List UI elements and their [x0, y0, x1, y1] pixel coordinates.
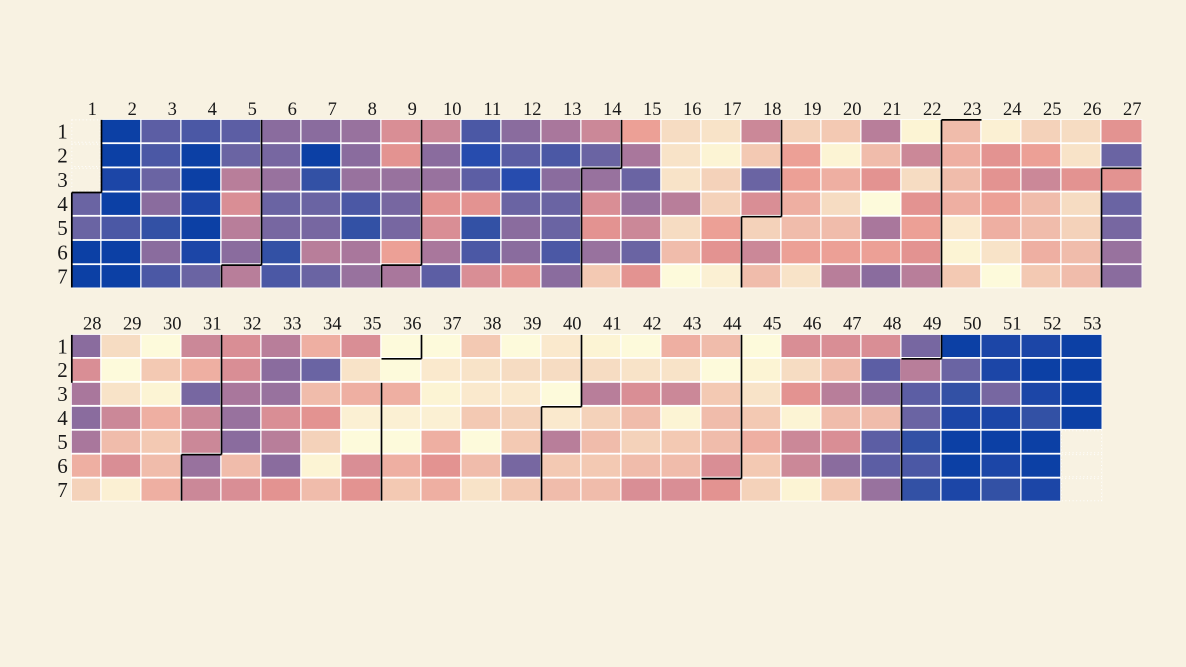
svg-text:53: 53	[1083, 315, 1102, 335]
svg-text:5: 5	[57, 430, 68, 454]
svg-text:8: 8	[368, 100, 377, 120]
svg-text:46: 46	[803, 315, 822, 335]
svg-text:15: 15	[643, 100, 662, 120]
svg-text:47: 47	[843, 315, 862, 335]
svg-text:9: 9	[408, 100, 417, 120]
svg-text:49: 49	[923, 315, 942, 335]
svg-text:43: 43	[683, 315, 702, 335]
svg-text:7: 7	[328, 100, 337, 120]
svg-text:13: 13	[563, 100, 582, 120]
svg-text:18: 18	[763, 100, 782, 120]
svg-text:1: 1	[57, 119, 68, 143]
svg-text:4: 4	[57, 406, 68, 430]
svg-text:4: 4	[57, 192, 68, 216]
svg-text:22: 22	[923, 100, 942, 120]
svg-text:7: 7	[57, 478, 68, 502]
svg-text:28: 28	[83, 315, 102, 335]
svg-text:6: 6	[57, 454, 68, 478]
svg-text:1: 1	[57, 334, 68, 358]
svg-text:5: 5	[248, 100, 257, 120]
svg-text:44: 44	[723, 315, 742, 335]
svg-text:38: 38	[483, 315, 502, 335]
svg-text:4: 4	[208, 100, 217, 120]
svg-text:20: 20	[843, 100, 862, 120]
svg-text:3: 3	[57, 168, 68, 192]
svg-text:7: 7	[57, 265, 68, 289]
svg-text:35: 35	[363, 315, 382, 335]
svg-text:29: 29	[123, 315, 142, 335]
svg-text:42: 42	[643, 315, 662, 335]
svg-text:30: 30	[163, 315, 182, 335]
svg-text:52: 52	[1043, 315, 1062, 335]
svg-text:25: 25	[1043, 100, 1062, 120]
svg-text:2: 2	[57, 358, 68, 382]
svg-text:3: 3	[168, 100, 177, 120]
svg-text:5: 5	[57, 216, 68, 240]
svg-text:24: 24	[1003, 100, 1022, 120]
svg-text:39: 39	[523, 315, 542, 335]
svg-text:40: 40	[563, 315, 582, 335]
svg-text:11: 11	[483, 100, 501, 120]
svg-text:50: 50	[963, 315, 982, 335]
svg-text:41: 41	[603, 315, 622, 335]
svg-text:45: 45	[763, 315, 782, 335]
svg-text:17: 17	[723, 100, 742, 120]
svg-text:10: 10	[443, 100, 462, 120]
svg-text:2: 2	[57, 144, 68, 168]
svg-text:26: 26	[1083, 100, 1102, 120]
svg-text:33: 33	[283, 315, 302, 335]
svg-text:23: 23	[963, 100, 982, 120]
svg-text:12: 12	[523, 100, 542, 120]
svg-text:51: 51	[1003, 315, 1022, 335]
svg-text:16: 16	[683, 100, 702, 120]
svg-text:37: 37	[443, 315, 462, 335]
svg-text:36: 36	[403, 315, 422, 335]
svg-text:27: 27	[1123, 100, 1142, 120]
svg-text:21: 21	[883, 100, 902, 120]
svg-text:1: 1	[88, 100, 97, 120]
svg-text:6: 6	[288, 100, 297, 120]
svg-text:32: 32	[243, 315, 262, 335]
svg-text:2: 2	[128, 100, 137, 120]
svg-text:6: 6	[57, 240, 68, 264]
svg-text:31: 31	[203, 315, 222, 335]
svg-text:48: 48	[883, 315, 902, 335]
svg-text:34: 34	[323, 315, 342, 335]
svg-text:3: 3	[57, 382, 68, 406]
svg-text:19: 19	[803, 100, 822, 120]
svg-text:14: 14	[603, 100, 622, 120]
